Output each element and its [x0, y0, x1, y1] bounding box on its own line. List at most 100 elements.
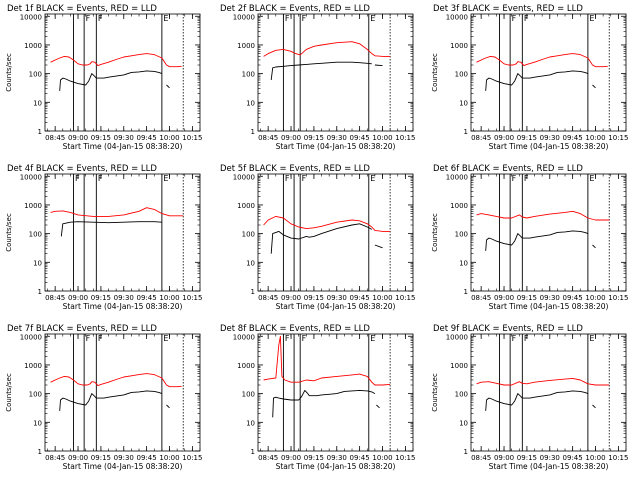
y-tick-label: 1 [251, 128, 255, 136]
events-series-line [592, 404, 596, 409]
events-series-line [59, 390, 163, 411]
y-tick-label: 1 [464, 128, 468, 136]
y-tick-label: 10000 [446, 13, 468, 21]
x-tick-label: 10:15 [182, 294, 202, 302]
x-tick-label: 10:00 [372, 454, 392, 462]
x-tick-label: 08:45 [45, 134, 65, 142]
y-tick-label: 1000 [450, 42, 468, 50]
events-series-line [485, 70, 589, 91]
chart-panel: Det 6f BLACK = Events, RED = LLD 1 10 100 10… [431, 164, 628, 311]
x-tick-label: 10:15 [608, 454, 628, 462]
x-axis-label: Start Time (04-Jan-15 08:38:20) [276, 302, 396, 311]
flag-label: F [524, 174, 529, 183]
events-series-line [60, 221, 162, 237]
flag-label: E [589, 174, 594, 183]
plot-frame [257, 173, 414, 292]
x-tick-label: 08:45 [258, 294, 278, 302]
x-tick-label: 08:45 [258, 454, 278, 462]
x-tick-label: 10:15 [182, 454, 202, 462]
events-series-line [59, 70, 163, 91]
flag-label: F [302, 14, 307, 23]
flag-label: F [512, 174, 517, 183]
y-tick-label: 10 [459, 259, 468, 267]
y-axis-label: Counts/sec [5, 373, 13, 412]
y-tick-label: 100 [455, 391, 468, 399]
chart-panel: Det 3f BLACK = Events, RED = LLD 1 10 100 10… [431, 4, 628, 151]
x-axis-label: Start Time (04-Jan-15 08:38:20) [489, 302, 609, 311]
y-tick-label: 100 [29, 391, 42, 399]
x-tick-label: 09:45 [137, 294, 157, 302]
flag-label: F [98, 174, 103, 183]
x-tick-label: 09:45 [563, 454, 583, 462]
x-tick-label: 10:15 [395, 134, 415, 142]
y-tick-label: 10000 [20, 333, 42, 341]
x-tick-label: 09:45 [137, 134, 157, 142]
y-tick-label: 1000 [237, 202, 255, 210]
x-tick-label: 08:45 [45, 294, 65, 302]
y-tick-label: 1000 [24, 202, 42, 210]
x-tick-label: 10:00 [585, 294, 605, 302]
y-tick-label: 1000 [237, 42, 255, 50]
chart-panel: Det 5f BLACK = Events, RED = LLD 1 10 100 10… [220, 164, 415, 311]
x-tick-label: 10:15 [395, 454, 415, 462]
events-series-line [485, 390, 589, 411]
x-tick-label: 10:15 [395, 294, 415, 302]
x-tick-label: 09:30 [540, 454, 560, 462]
x-tick-label: 09:45 [563, 294, 583, 302]
x-tick-label: 09:15 [91, 134, 111, 142]
x-axis-label: Start Time (04-Jan-15 08:38:20) [489, 462, 609, 471]
chart-title: Det 9f BLACK = Events, RED = LLD [433, 324, 583, 334]
x-tick-label: 09:45 [137, 454, 157, 462]
lld-series-line [263, 41, 391, 57]
plot-frame [257, 333, 414, 452]
events-series-line [272, 389, 376, 418]
flag-label: E [370, 334, 375, 343]
x-tick-label: 09:00 [494, 454, 514, 462]
flag-label: F [98, 334, 103, 343]
flag-label: E [163, 334, 168, 343]
x-tick-label: 10:00 [159, 454, 179, 462]
lld-series-line [476, 377, 610, 386]
flag-label: F [524, 334, 529, 343]
y-tick-label: 100 [242, 71, 255, 79]
y-axis-label: Counts/sec [431, 213, 439, 252]
y-tick-label: 100 [29, 71, 42, 79]
x-axis-label: Start Time (04-Jan-15 08:38:20) [63, 142, 183, 151]
x-axis-label: Start Time (04-Jan-15 08:38:20) [63, 462, 183, 471]
flag-label: E [163, 174, 168, 183]
y-tick-label: 10 [33, 259, 42, 267]
flag-label: E [589, 14, 594, 23]
x-tick-label: 09:00 [281, 294, 301, 302]
lld-series-line [50, 373, 182, 388]
flag-label: F [285, 14, 290, 23]
x-tick-label: 09:15 [517, 134, 537, 142]
events-series-line [270, 61, 372, 81]
y-tick-label: 1000 [237, 362, 255, 370]
x-tick-label: 09:30 [540, 294, 560, 302]
y-tick-label: 1 [464, 448, 468, 456]
events-series-line [592, 84, 596, 89]
x-tick-label: 09:15 [517, 294, 537, 302]
x-tick-label: 09:30 [114, 134, 134, 142]
y-tick-label: 1 [251, 448, 255, 456]
lld-series-line [476, 53, 608, 68]
y-tick-label: 1 [38, 448, 42, 456]
x-tick-label: 08:45 [471, 454, 491, 462]
chart-title: Det 6f BLACK = Events, RED = LLD [433, 164, 583, 174]
y-tick-label: 10 [459, 419, 468, 427]
plot-frame [257, 13, 414, 132]
y-tick-label: 10000 [233, 13, 255, 21]
y-tick-label: 100 [455, 231, 468, 239]
chart-panel: Det 4f BLACK = Events, RED = LLD 1 10 100 10… [5, 164, 202, 311]
events-series-line [374, 244, 383, 249]
y-tick-label: 10 [246, 259, 255, 267]
plot-frame [470, 333, 627, 452]
flag-label: E [370, 174, 375, 183]
y-tick-label: 10000 [233, 173, 255, 181]
chart-panel: Det 9f BLACK = Events, RED = LLD 1 10 100 10… [431, 324, 628, 471]
chart-panel: Det 2f BLACK = Events, RED = LLD 1 10 100 10… [220, 4, 415, 151]
x-tick-label: 09:00 [281, 134, 301, 142]
x-tick-label: 10:15 [608, 294, 628, 302]
events-series-line [270, 223, 373, 254]
lld-series-line [476, 210, 610, 221]
